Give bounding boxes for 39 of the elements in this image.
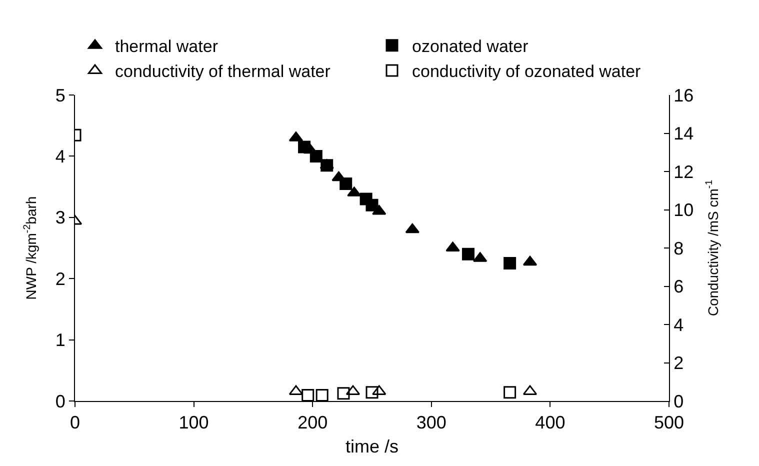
y-tick-label: 2 xyxy=(55,268,66,289)
y2-tick-label: 0 xyxy=(674,391,684,412)
x-tick-label: 0 xyxy=(70,412,80,433)
point xyxy=(462,248,474,260)
point xyxy=(504,257,516,270)
y2-tick-label: 8 xyxy=(674,238,684,258)
y-tick-label: 5 xyxy=(55,85,66,106)
y2-tick-label: 2 xyxy=(674,353,684,374)
legend-label: conductivity of ozonated water xyxy=(412,62,642,82)
y2-tick-label: 6 xyxy=(674,276,684,297)
point xyxy=(298,140,311,154)
point xyxy=(366,198,378,212)
y2-tick-label: 10 xyxy=(674,200,694,220)
y-tick-label: 1 xyxy=(55,330,66,350)
point xyxy=(316,389,328,401)
legend-label: conductivity of thermal water xyxy=(115,62,331,82)
point xyxy=(522,256,538,266)
y-tick-label: 0 xyxy=(55,391,66,412)
y-tick-label: 3 xyxy=(55,208,66,228)
y-tick-label: 4 xyxy=(55,146,66,166)
y2-tick-label: 4 xyxy=(674,314,684,335)
x-tick-label: 400 xyxy=(535,412,566,433)
x-tick-label: 500 xyxy=(654,412,684,433)
y2-tick-label: 12 xyxy=(674,162,694,182)
point xyxy=(366,386,378,399)
point xyxy=(405,223,420,234)
legend-label: ozonated water xyxy=(412,37,529,56)
point xyxy=(340,177,352,190)
point xyxy=(337,387,350,400)
point xyxy=(310,150,322,162)
point xyxy=(302,389,314,401)
y2-tick-label: 16 xyxy=(674,85,694,106)
legend-label: thermal water xyxy=(115,37,218,56)
x-tick-label: 300 xyxy=(416,412,446,433)
x-tick-label: 100 xyxy=(178,412,209,433)
x-axis-title: time /s xyxy=(345,436,399,457)
y2-tick-label: 14 xyxy=(674,124,694,144)
point xyxy=(320,159,334,172)
x-tick-label: 200 xyxy=(298,412,328,433)
